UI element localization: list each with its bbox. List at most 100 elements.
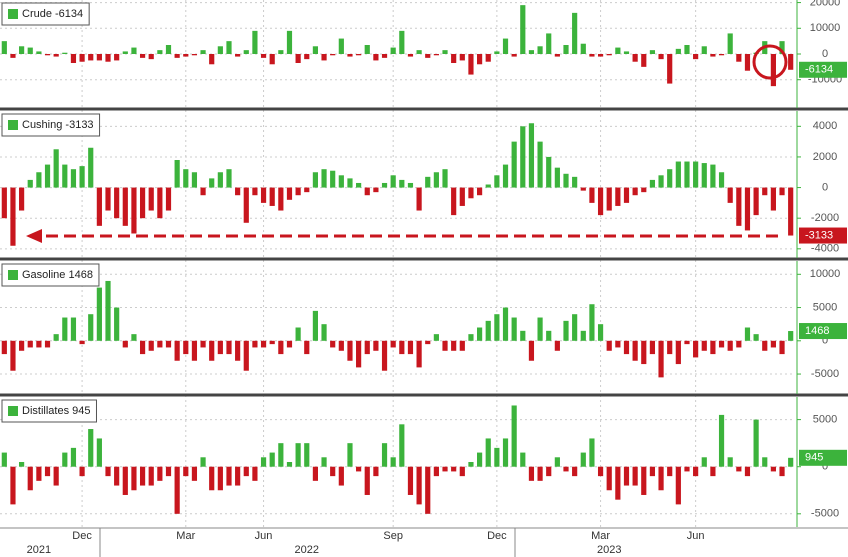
bar [165,187,172,211]
value-tag [799,323,847,340]
bar [312,466,318,481]
bar [338,38,344,54]
bar [1,41,7,54]
bar [433,334,439,341]
bar [174,54,180,58]
bar [105,54,111,62]
bar [693,466,699,477]
value-tag-label: 1468 [805,325,829,337]
bar [243,340,249,371]
bar [356,466,362,472]
bar [390,47,396,54]
bar [269,340,275,345]
bar [53,466,59,486]
bar [278,187,284,211]
bar [407,340,414,355]
bar [191,54,198,56]
bar [477,54,483,65]
bar [736,54,742,62]
bar [44,466,51,477]
bar [295,187,301,196]
bar [727,187,733,203]
bar [217,172,223,188]
value-tag-label: -6134 [805,64,833,76]
bar [649,50,656,54]
bar [62,452,68,467]
bar [183,54,189,57]
bar [338,466,344,486]
bar [537,46,543,54]
bar [62,164,68,188]
bar [693,54,699,60]
bar [191,340,198,361]
bar [597,466,604,477]
bar [217,466,223,491]
bar [131,466,137,491]
bar [321,457,327,467]
bar [528,50,535,54]
bar [321,169,327,188]
bar [157,50,163,54]
bar [373,340,379,351]
bar [44,164,51,188]
bar [70,317,77,341]
bar [304,54,310,60]
bar [572,12,578,54]
bar [19,340,25,351]
bar [667,169,673,188]
bar [779,41,785,54]
bar [260,340,267,348]
bar [615,340,621,348]
bar [580,43,586,54]
legend-box [1,2,90,26]
bar [88,147,94,188]
bar [442,340,448,351]
bar [563,173,569,188]
bar [537,141,543,188]
bar [675,48,681,54]
bar [356,54,362,56]
bar [70,169,77,188]
bar [597,187,604,216]
value-tag-label: 945 [805,452,823,464]
bar [10,187,16,246]
bar [485,184,491,188]
bar [260,187,267,203]
x-tick-label: Dec [487,530,507,542]
bar [269,187,275,206]
legend-box [1,399,97,423]
bar [788,187,794,236]
x-tick-label: Sep [383,530,403,542]
y-tick-label: 0 [822,335,828,347]
bar [554,340,560,351]
bar [658,54,664,60]
bar [736,187,742,226]
bar [364,340,370,355]
bar [226,169,232,188]
bar [718,340,725,348]
bar [511,405,517,467]
bar [364,45,370,54]
bar [632,187,638,196]
bar [381,340,388,371]
bar [165,340,172,348]
bar [200,50,206,54]
bar [710,54,716,57]
bar [494,314,500,341]
bar [528,466,535,481]
bar [96,287,102,341]
bar [347,340,353,361]
bar [373,187,379,193]
bar [632,340,638,361]
bar [10,54,16,58]
bar [477,327,483,341]
bar [485,320,491,341]
bar [675,340,681,365]
bar [477,187,483,196]
bar [753,334,759,341]
bar [44,54,51,56]
bar [615,47,621,54]
bar [157,466,163,481]
bar [79,166,85,188]
bar [468,54,474,75]
